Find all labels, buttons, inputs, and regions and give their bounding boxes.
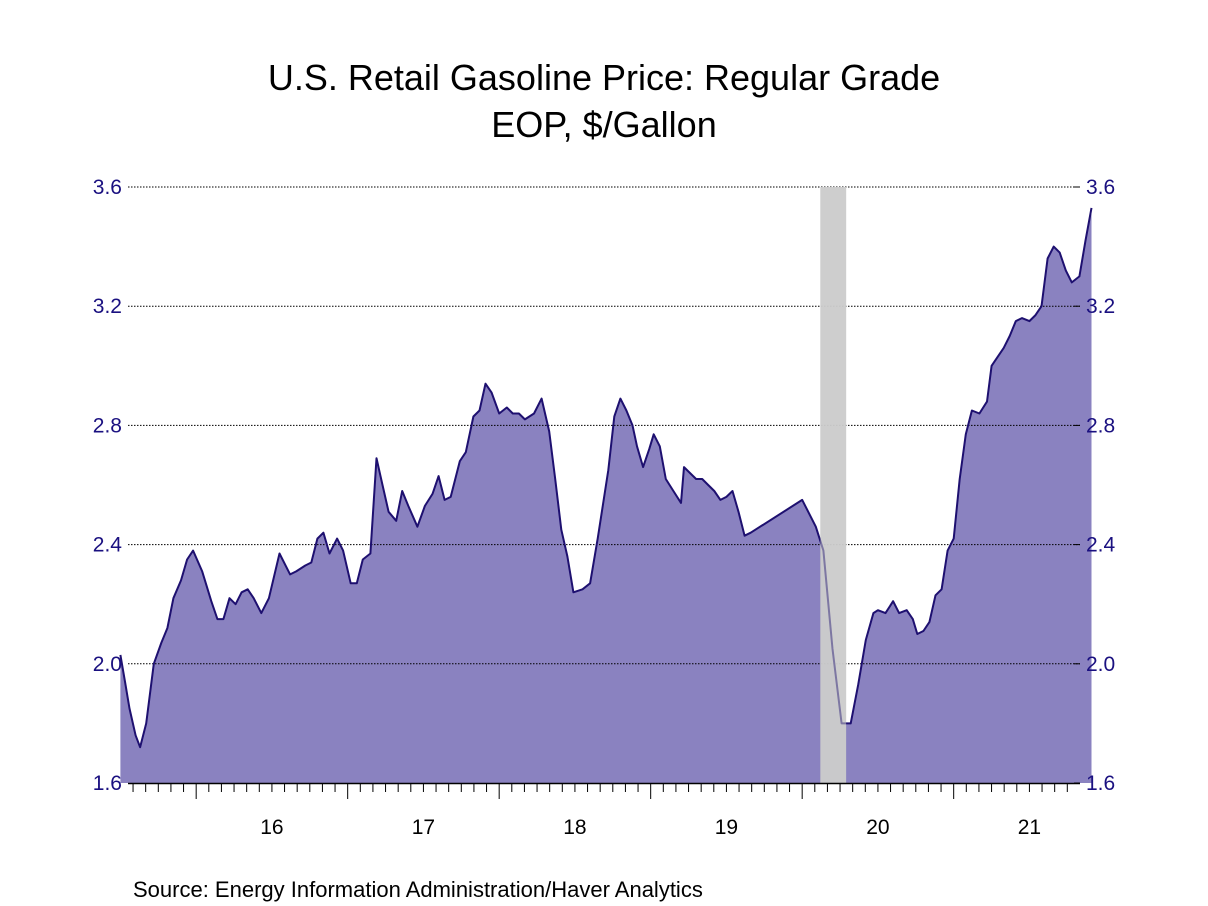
x-tick-label-4: 20	[866, 816, 889, 839]
x-tick-label-3: 19	[715, 816, 738, 839]
y-tick-label-left-4: 3.2	[93, 295, 122, 318]
y-tick-label-left-3: 2.8	[93, 414, 122, 437]
x-tick-label-5: 21	[1018, 816, 1041, 839]
y-tick-label-right-3: 2.8	[1086, 414, 1115, 437]
y-tick-label-right-5: 3.6	[1086, 176, 1115, 199]
chart-subtitle: EOP, $/Gallon	[491, 104, 717, 145]
y-tick-label-right-0: 1.6	[1086, 772, 1115, 795]
y-tick-label-left-0: 1.6	[93, 772, 122, 795]
y-tick-label-right-1: 2.0	[1086, 653, 1115, 676]
x-tick-label-1: 17	[412, 816, 435, 839]
y-tick-label-left-1: 2.0	[93, 653, 122, 676]
chart-title: U.S. Retail Gasoline Price: Regular Grad…	[267, 57, 941, 98]
x-tick-label-2: 18	[563, 816, 586, 839]
y-tick-label-right-4: 3.2	[1086, 295, 1115, 318]
source-note: Source: Energy Information Administratio…	[133, 877, 703, 902]
series-area	[120, 207, 1092, 783]
recession-band-overlay	[820, 187, 847, 783]
series-line	[119, 207, 1093, 749]
x-tick-label-0: 16	[260, 816, 283, 839]
y-tick-label-left-2: 2.4	[93, 534, 123, 557]
y-tick-label-left-5: 3.6	[93, 176, 122, 199]
y-tick-label-right-2: 2.4	[1086, 534, 1116, 557]
